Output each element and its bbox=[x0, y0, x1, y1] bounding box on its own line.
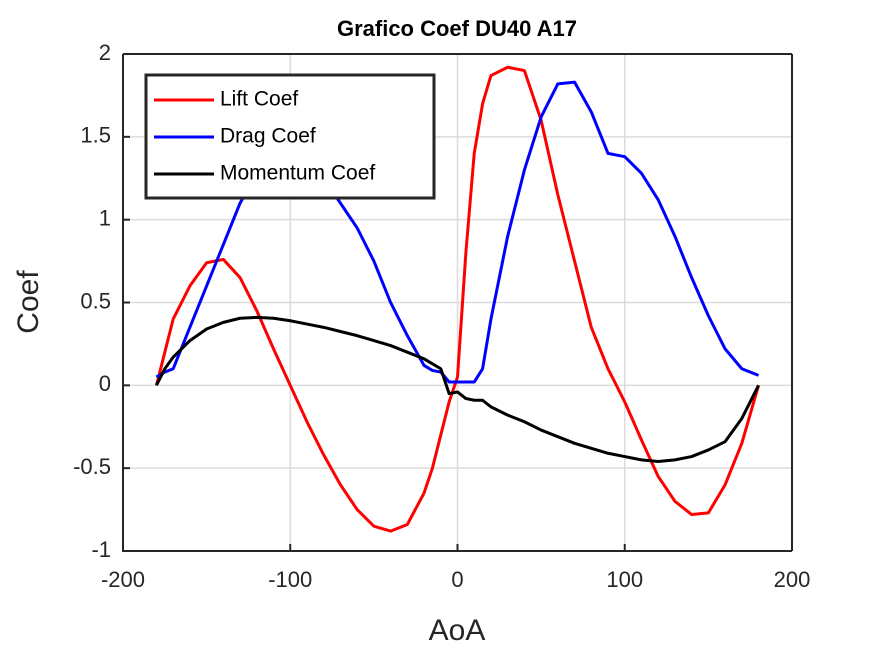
x-tick-label: 200 bbox=[774, 567, 811, 592]
chart-title: Grafico Coef DU40 A17 bbox=[337, 16, 577, 41]
legend-label: Lift Coef bbox=[220, 88, 298, 111]
data-line bbox=[154, 65, 760, 533]
x-axis-label: AoA bbox=[429, 614, 486, 647]
legend-label: Momentum Coef bbox=[220, 162, 375, 185]
y-tick-label: 0 bbox=[99, 371, 111, 396]
y-tick-label: 2 bbox=[99, 40, 111, 65]
y-axis-label: Coef bbox=[12, 270, 45, 334]
y-tick-label: -1 bbox=[91, 537, 111, 562]
x-tick-label: -200 bbox=[101, 567, 145, 592]
legend: Lift Coef Drag Coef Momentum Coef bbox=[144, 73, 436, 200]
y-tick-label: 0.5 bbox=[80, 288, 111, 313]
y-tick-label: 1 bbox=[99, 205, 111, 230]
y-tick-label: -0.5 bbox=[73, 454, 111, 479]
x-tick-label: 0 bbox=[451, 567, 463, 592]
data-line bbox=[155, 315, 760, 464]
legend-label: Drag Coef bbox=[220, 125, 316, 148]
x-tick-label: -100 bbox=[268, 567, 312, 592]
x-tick-label: 100 bbox=[606, 567, 643, 592]
y-tick-label: 1.5 bbox=[80, 123, 111, 148]
